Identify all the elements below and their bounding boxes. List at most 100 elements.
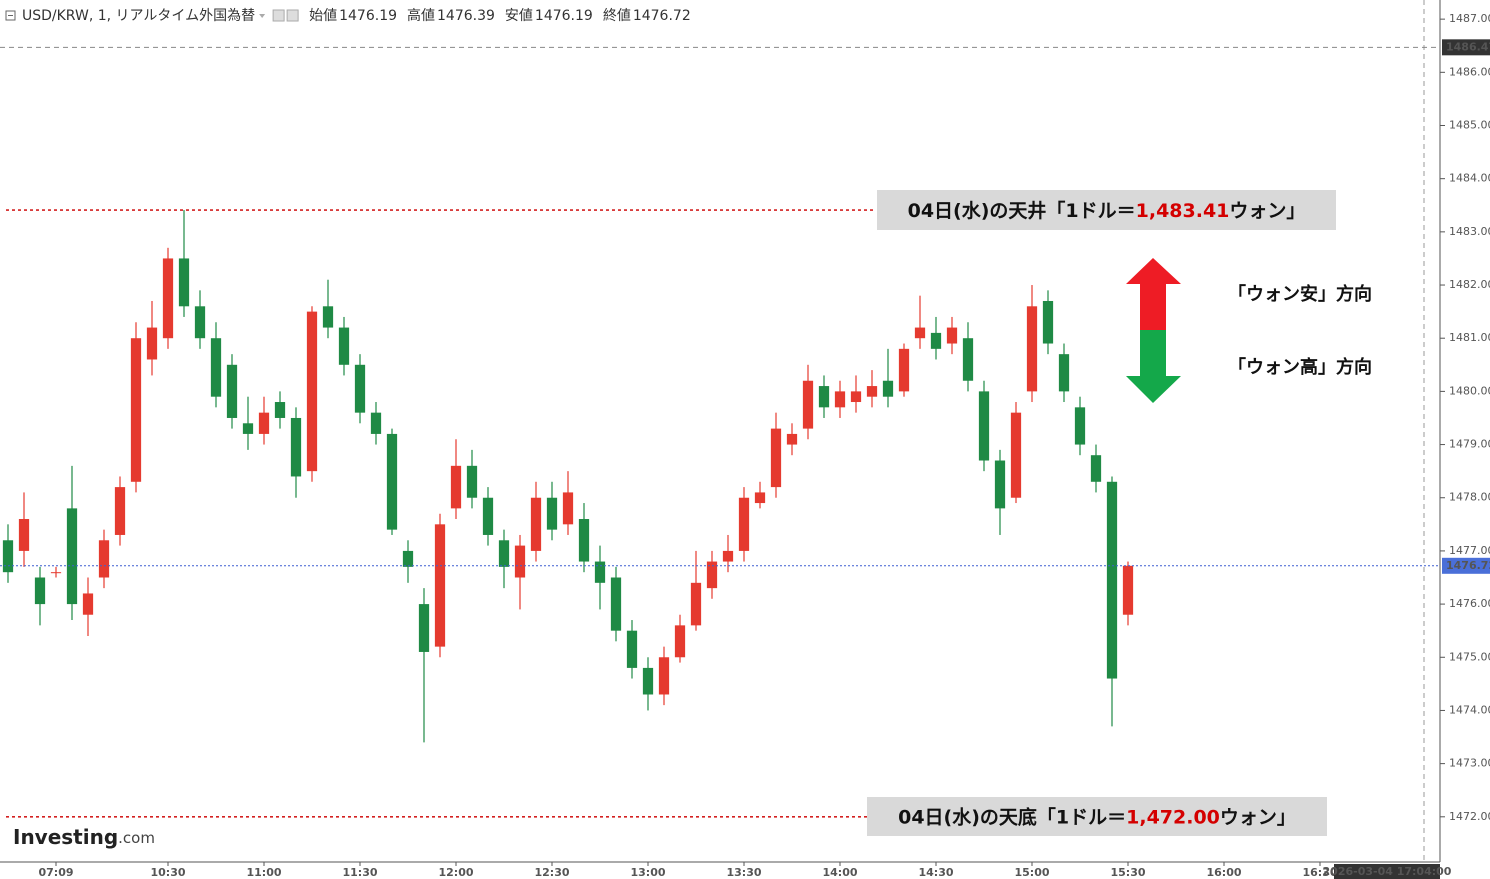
candle-body <box>482 497 494 535</box>
candle-body <box>898 348 910 392</box>
y-tick-label: 1481.00 <box>1449 331 1490 344</box>
arrow-up <box>1126 258 1181 330</box>
annotation-value: 1,483.41 <box>1136 200 1230 222</box>
x-tick-label: 14:30 <box>918 866 953 879</box>
x-tick-label: 13:30 <box>726 866 761 879</box>
candle-body <box>450 465 462 509</box>
candle-body <box>466 465 478 498</box>
candle-body <box>642 667 654 695</box>
candle-body <box>994 460 1006 509</box>
candle-body <box>722 550 734 562</box>
candle-body <box>498 540 510 567</box>
y-tick-label: 1476.00 <box>1449 597 1490 610</box>
x-tick-label: 10:30 <box>150 866 185 879</box>
annotation-text: 04日(水)の天井「1ドル＝1,483.41ウォン」 <box>908 199 1306 222</box>
candle-body <box>818 386 830 408</box>
y-tick-label: 1475.00 <box>1449 650 1490 663</box>
candle-body <box>914 327 926 339</box>
y-tick-label: 1479.00 <box>1449 438 1490 451</box>
candle-body <box>162 258 174 339</box>
candle-body <box>1058 354 1070 392</box>
candle-body <box>1106 481 1118 679</box>
candle-body <box>82 593 94 615</box>
x-tick-label: 15:30 <box>1110 866 1145 879</box>
y-tick-label: 1478.00 <box>1449 491 1490 504</box>
candle-body <box>930 332 942 349</box>
candle-body <box>50 572 62 574</box>
annotation-suffix: ウォン」 <box>1229 200 1305 222</box>
candle-body <box>866 386 878 397</box>
ohlc-label: 終値 <box>603 8 631 24</box>
candle-body <box>194 306 206 339</box>
candle-body <box>210 338 222 397</box>
last-price-label: 1476.72 <box>1446 559 1490 572</box>
arrow-down <box>1126 330 1181 403</box>
symbol: USD/KRW, 1, リアルタイム外国為替 <box>22 8 255 24</box>
candle-body <box>338 327 350 365</box>
crosshair-time-label: 2026-03-04 17:04:00 <box>1323 865 1452 878</box>
candle-body <box>882 380 894 397</box>
y-tick-label: 1485.00 <box>1449 118 1490 131</box>
candle-body <box>274 402 286 418</box>
y-tick-label: 1473.00 <box>1449 757 1490 770</box>
candle-body <box>770 428 782 488</box>
candle-body <box>514 545 526 578</box>
candle-body <box>306 311 318 472</box>
candle-body <box>946 327 958 344</box>
y-tick-label: 1486.00 <box>1449 65 1490 78</box>
ohlc-label: 高値 <box>407 7 435 24</box>
x-tick-label: 16:30 <box>1302 866 1337 879</box>
ohlc-label: 始値 <box>309 8 337 24</box>
candle-body <box>1090 455 1102 482</box>
logo-brand: Investing <box>13 825 118 849</box>
candle-body <box>1026 306 1038 392</box>
x-tick-label: 16:00 <box>1206 866 1241 879</box>
x-tick-label: 15:00 <box>1014 866 1049 879</box>
candle-body <box>754 492 766 504</box>
candle-body <box>1074 407 1086 445</box>
direction-label: 「ウォン安」方向 <box>1228 283 1372 305</box>
crosshair-price-box <box>1442 39 1490 56</box>
annotation-box <box>867 797 1327 836</box>
settings-icon <box>286 9 299 22</box>
x-tick-label: 12:30 <box>534 866 569 879</box>
y-tick-label: 1482.00 <box>1449 278 1490 291</box>
candle-body <box>322 306 334 328</box>
candle-body <box>258 412 270 434</box>
crosshair-time-box <box>1334 864 1440 879</box>
annotation-text: 04日(水)の天底「1ドル＝1,472.00ウォン」 <box>898 805 1296 828</box>
candle-body <box>546 497 558 530</box>
y-tick-label: 1487.00 <box>1449 12 1490 25</box>
candle-body <box>370 412 382 434</box>
candle-body <box>578 519 590 562</box>
candle-body <box>690 582 702 626</box>
collapse-icon[interactable] <box>5 10 16 21</box>
x-tick-label: 11:30 <box>342 866 377 879</box>
crosshair-price-label: 1486.47 <box>1446 40 1490 53</box>
annotation-box <box>877 190 1336 230</box>
candle-body <box>626 630 638 668</box>
y-tick-label: 1480.00 <box>1449 384 1490 397</box>
candle-body <box>1122 565 1134 615</box>
candle-body <box>290 417 302 477</box>
candle-body <box>146 327 158 360</box>
candle-body <box>562 492 574 525</box>
candle-body <box>706 561 718 589</box>
candle-body <box>98 540 110 578</box>
logo: Investing.com <box>13 825 155 849</box>
plot <box>2 210 1134 743</box>
ohlc-value: 1476.19 <box>535 8 593 24</box>
last-price-box <box>1442 557 1490 574</box>
candle-body <box>850 391 862 403</box>
candle-body <box>178 258 190 307</box>
candle-body <box>418 604 430 652</box>
candle-body <box>802 380 814 429</box>
candle-body <box>834 391 846 408</box>
candle-body <box>738 497 750 551</box>
annotation-prefix: 04日(水)の天底「1ドル＝ <box>898 805 1126 828</box>
y-tick-label: 1483.00 <box>1449 225 1490 238</box>
candle-body <box>658 657 670 695</box>
x-tick-label: 11:00 <box>246 866 281 879</box>
dropdown-icon <box>259 14 266 18</box>
